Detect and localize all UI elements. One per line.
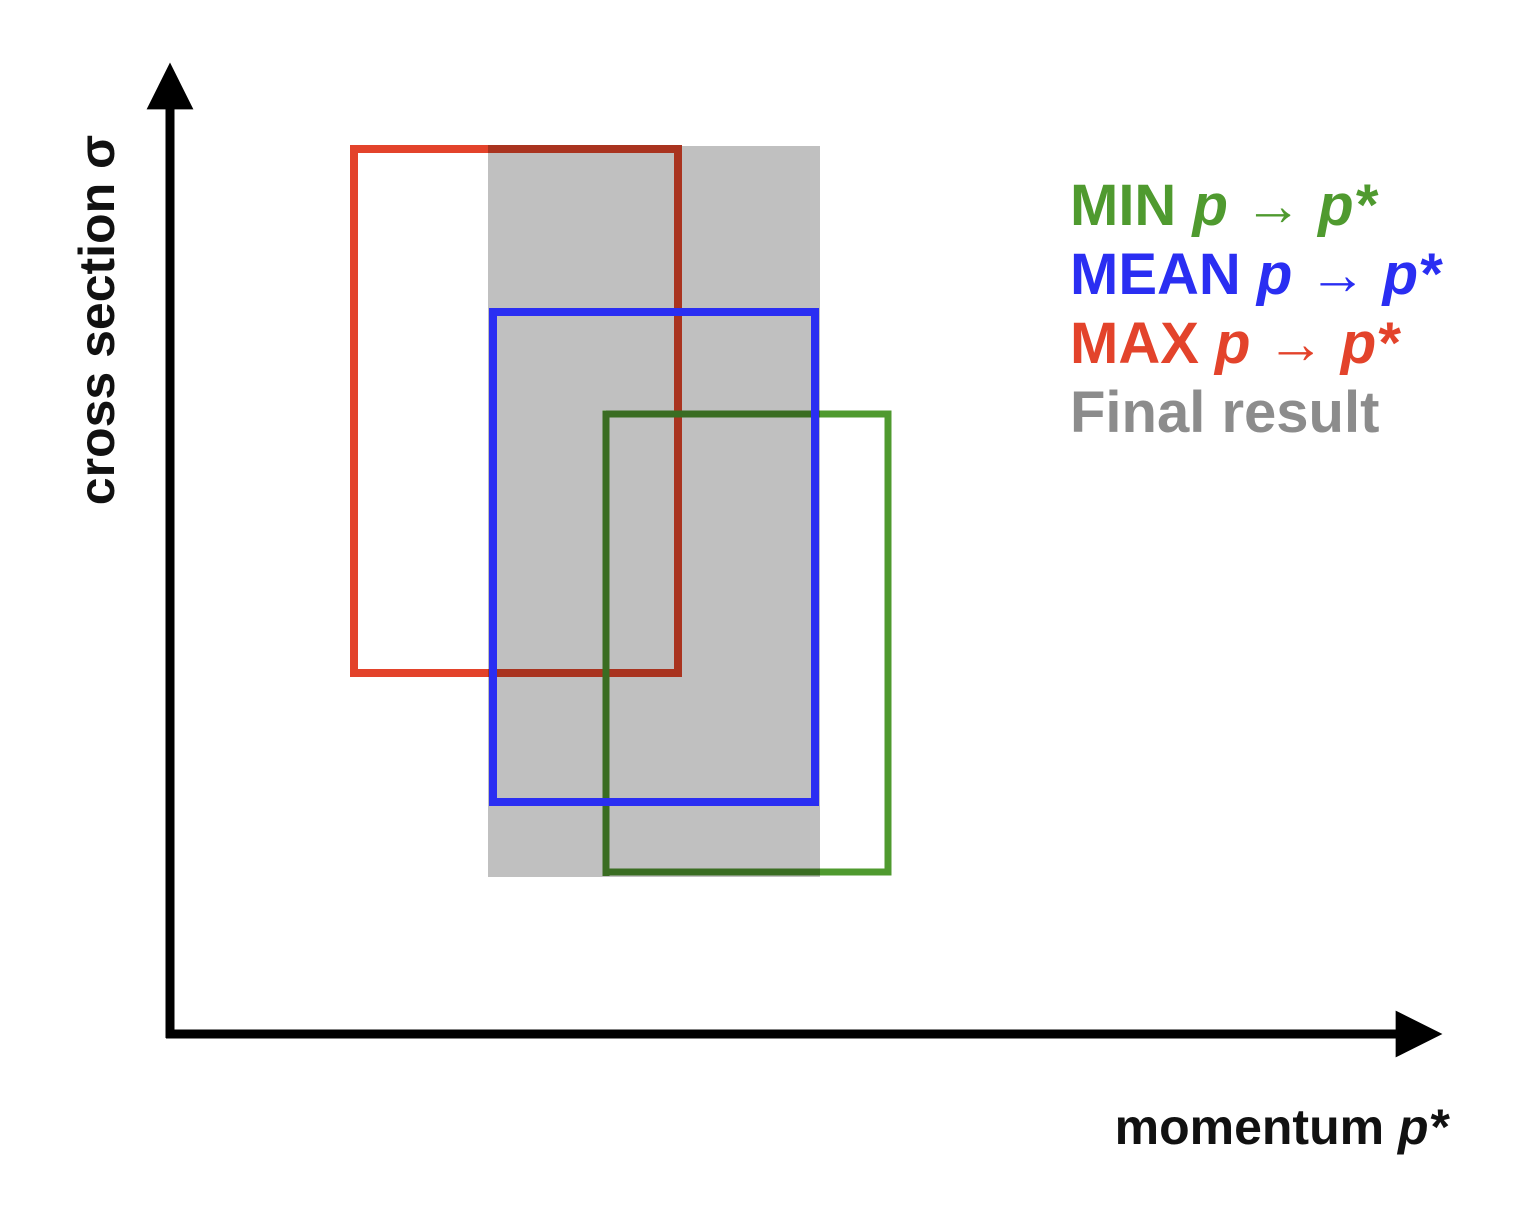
legend: MIN p → p* MEAN p → p* MAX p → p* Final … <box>1070 173 1443 445</box>
x-axis-label: momentum p* <box>1115 1099 1451 1155</box>
x-axis-label-symbol: p* <box>1396 1099 1451 1155</box>
final-result-band <box>488 146 820 877</box>
x-axis-label-word: momentum <box>1115 1099 1384 1155</box>
legend-min: MIN p → p* <box>1070 173 1379 238</box>
legend-max: MAX p → p* <box>1070 311 1401 376</box>
legend-final: Final result <box>1070 380 1379 445</box>
mean-box-outline <box>489 308 819 806</box>
y-axis-label: cross section σ <box>69 135 125 505</box>
legend-mean: MEAN p → p* <box>1070 242 1443 307</box>
